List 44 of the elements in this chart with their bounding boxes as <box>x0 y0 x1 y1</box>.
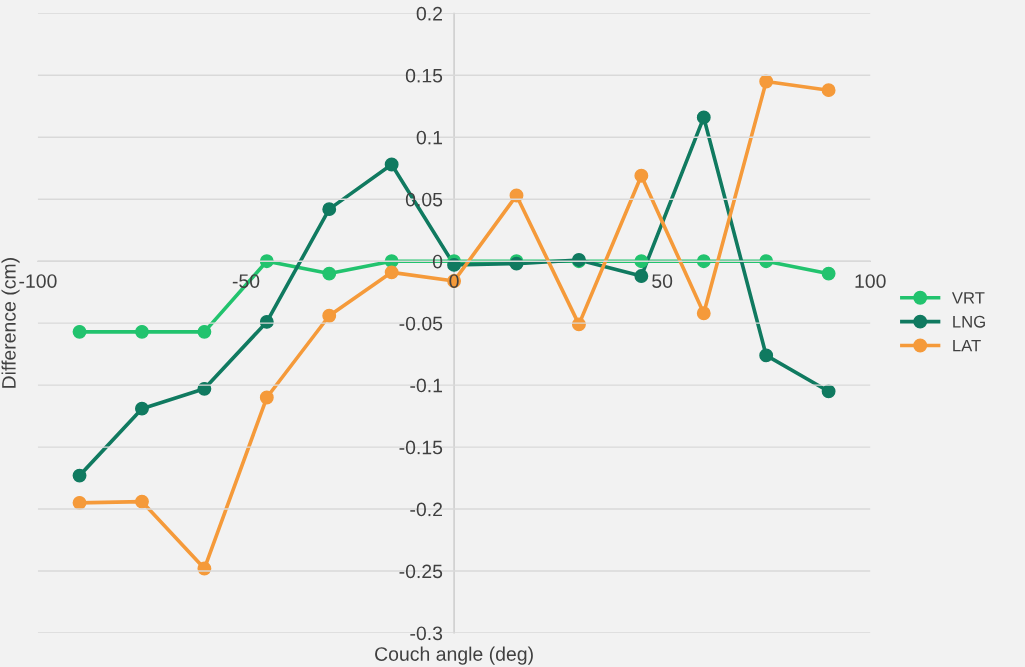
y-tick-label: 0.1 <box>416 130 443 145</box>
x-tick-label: -100 <box>19 274 57 288</box>
x-tick-label: 0 <box>449 274 459 288</box>
point <box>322 202 337 217</box>
point <box>696 254 711 269</box>
point <box>759 254 774 269</box>
x-tick-label: 100 <box>855 274 886 288</box>
point <box>135 494 149 509</box>
point <box>72 468 87 483</box>
x-tick-label: 50 <box>652 274 673 288</box>
point <box>135 324 149 339</box>
point <box>259 390 274 405</box>
point <box>259 254 274 269</box>
point <box>135 401 149 416</box>
point <box>821 384 836 399</box>
y-tick-label: 0.05 <box>405 192 443 207</box>
point <box>696 306 711 321</box>
y-tick-label: -0.2 <box>410 502 442 517</box>
y-tick-label: -0.1 <box>410 378 443 393</box>
point <box>759 74 774 89</box>
point <box>384 157 399 172</box>
point <box>696 110 711 125</box>
legend-label: LAT <box>953 339 981 352</box>
x-axis-title: Couch angle (deg) <box>375 646 533 665</box>
point <box>634 168 649 183</box>
point <box>634 269 649 284</box>
point <box>197 324 212 339</box>
point <box>72 324 87 339</box>
y-tick-label: -0.05 <box>399 316 443 331</box>
y-tick-label: -0.15 <box>399 440 443 455</box>
point <box>384 265 399 280</box>
point <box>322 308 337 323</box>
point <box>322 266 337 281</box>
y-axis-title: Difference (cm) <box>1 258 20 388</box>
y-tick-label: 0.15 <box>405 68 443 83</box>
point <box>821 266 836 281</box>
y-tick-label: -0.25 <box>399 564 443 579</box>
y-tick-label: -0.3 <box>410 626 443 641</box>
point <box>72 495 87 510</box>
y-tick-label: 0.2 <box>416 6 442 21</box>
point <box>759 348 774 363</box>
legend-label: VRT <box>951 292 985 304</box>
point <box>821 83 836 98</box>
legend-label: LNG <box>953 315 985 328</box>
